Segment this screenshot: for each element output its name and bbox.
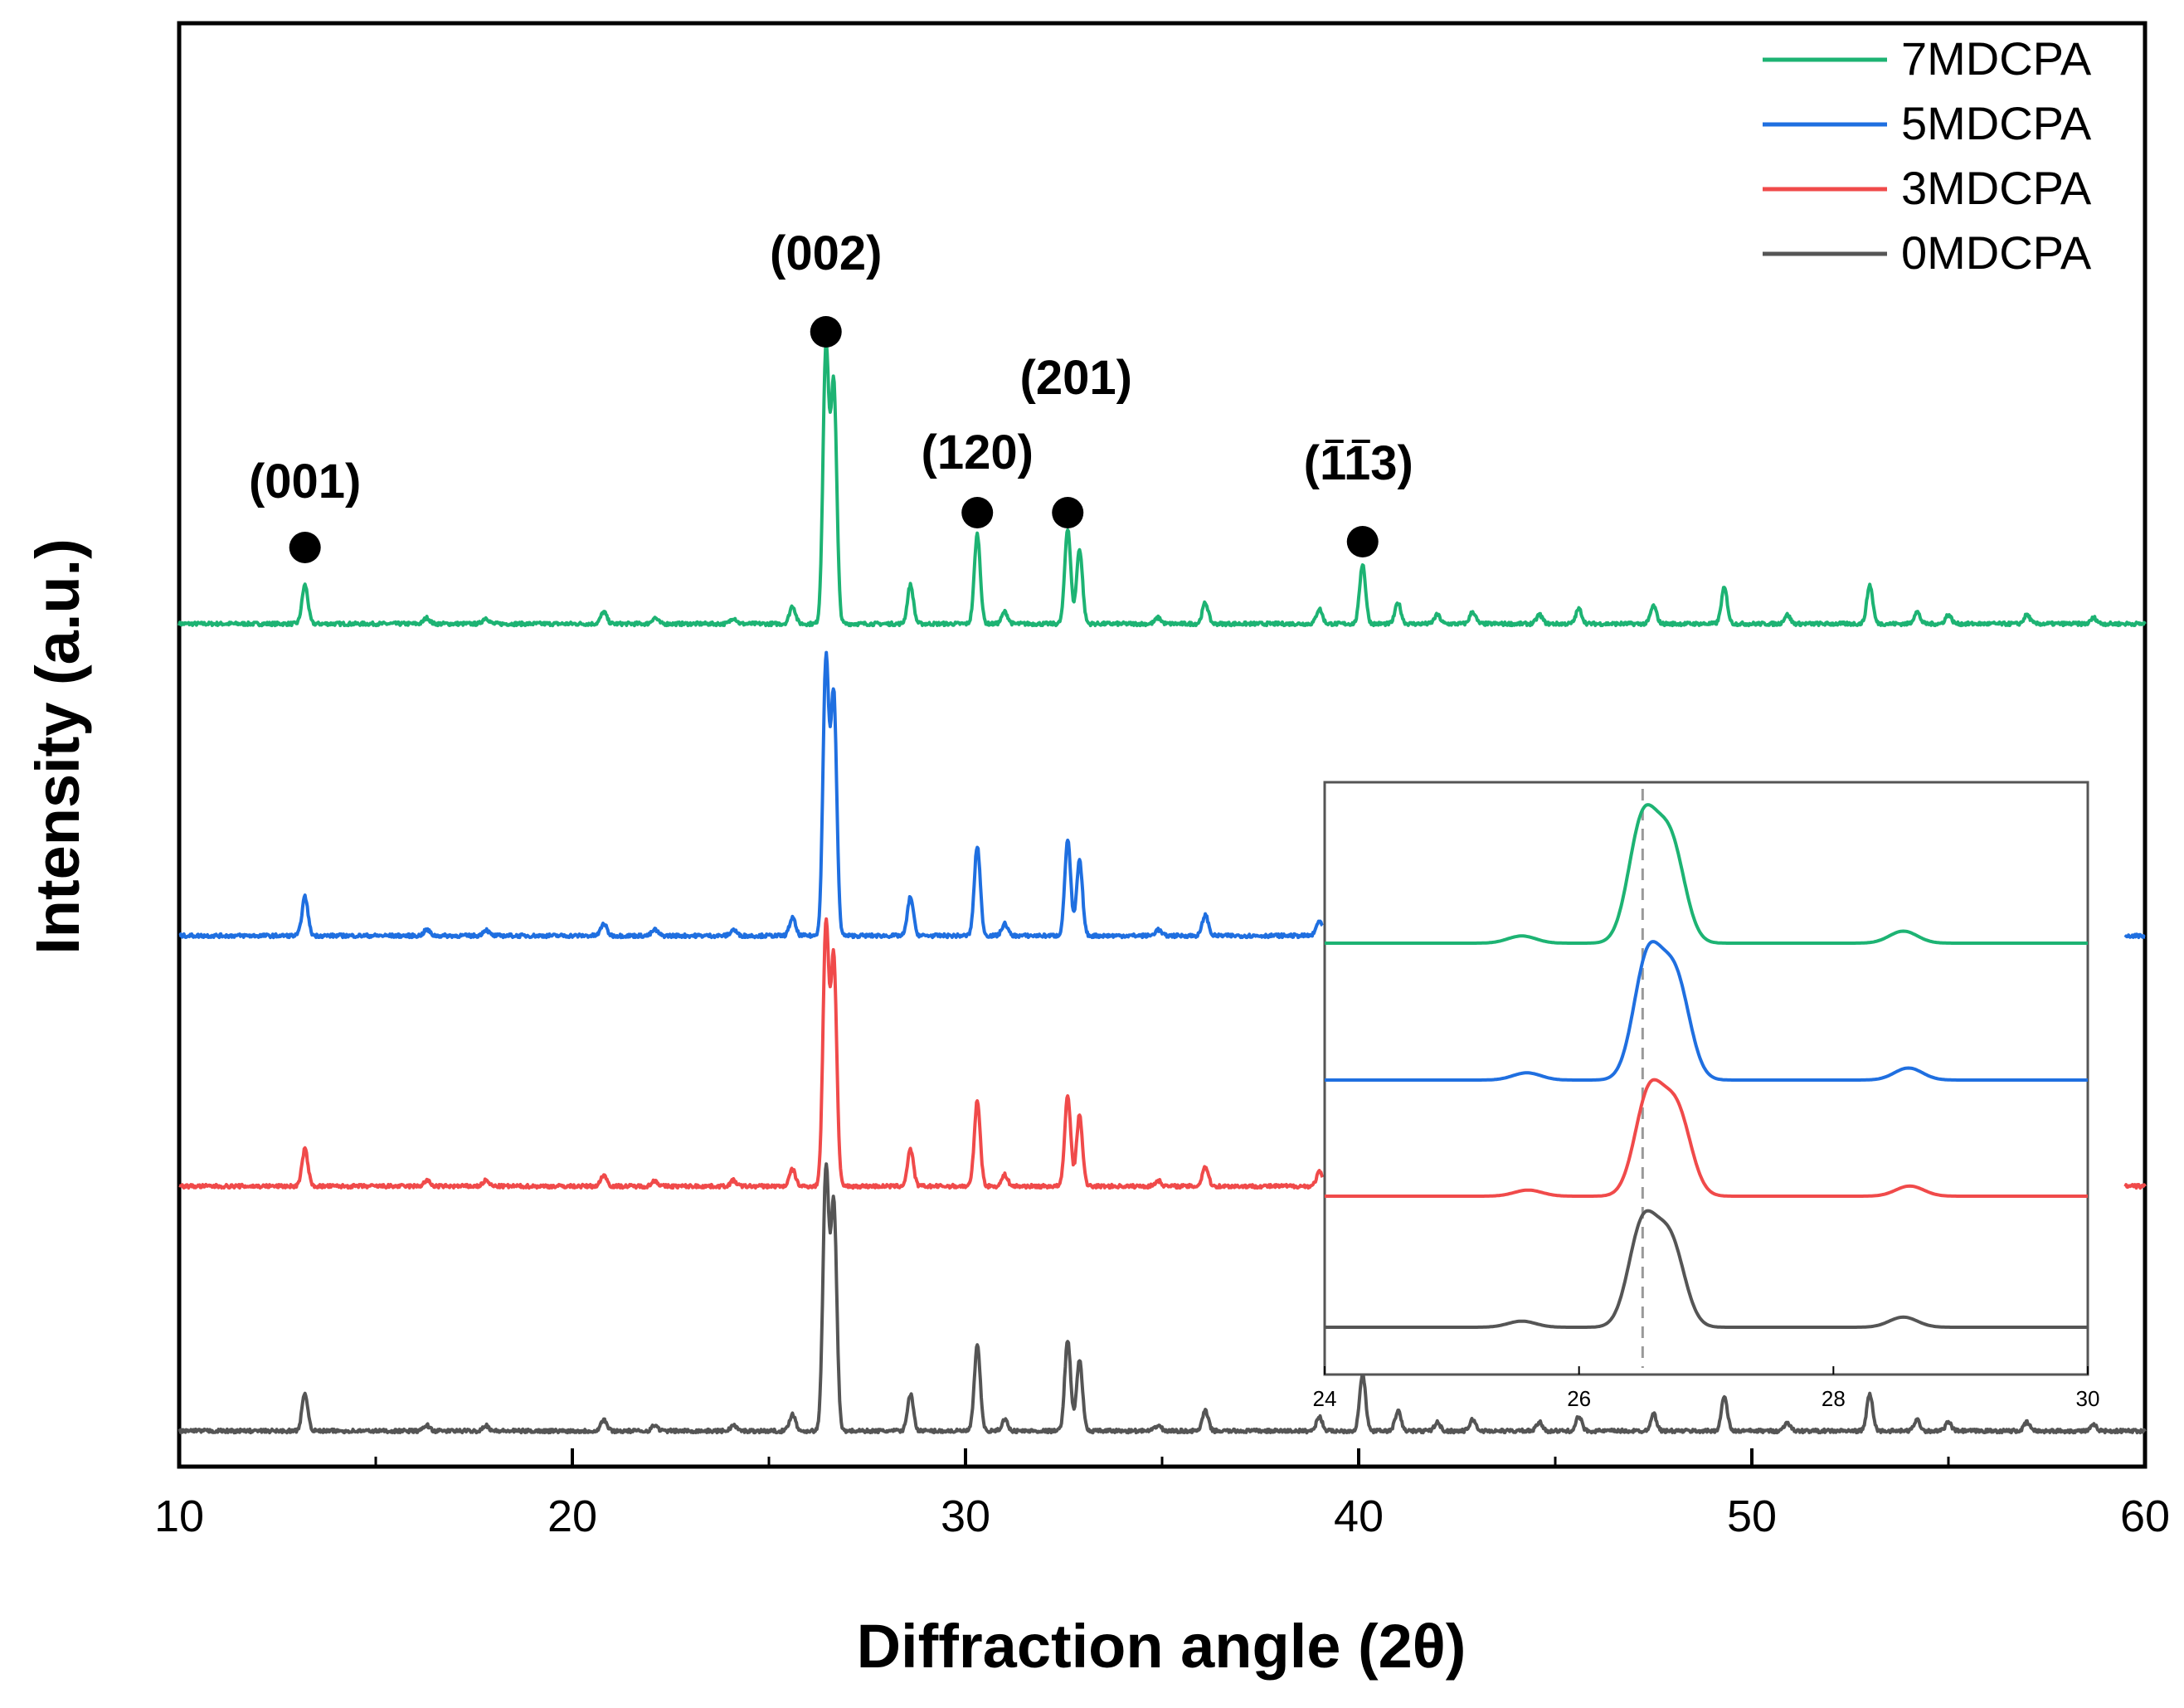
legend-label-7MDCPA: 7MDCPA	[1901, 32, 2092, 85]
inset-chart: 24 26 28 30	[1313, 781, 2100, 1411]
x-axis-title: Diffraction angle (2θ)	[857, 1612, 1467, 1681]
peak-marker-dot	[810, 316, 842, 348]
peak-marker-dot	[961, 497, 994, 528]
series-line-3MDCPA	[178, 917, 2147, 1190]
legend: 7MDCPA 5MDCPA 3MDCPA 0MDCPA	[1763, 32, 2092, 279]
peak-label: (001)	[249, 455, 361, 509]
x-tick-label: 30	[941, 1491, 990, 1541]
x-tick-label: 40	[1334, 1491, 1384, 1541]
inset-series-line-3MDCPA	[1325, 1078, 2088, 1198]
peak-marker-dot	[289, 532, 321, 563]
annotation-layer: (001) (002) (120) (201) (113)	[249, 226, 1413, 563]
x-tick-label: 20	[547, 1491, 597, 1541]
series-line-0MDCPA	[178, 1162, 2147, 1435]
inset-tick-label: 30	[2076, 1386, 2100, 1411]
inset-series-line-7MDCPA	[1325, 803, 2088, 945]
inset-tick-label: 24	[1313, 1386, 1337, 1411]
inset-series-line-5MDCPA	[1325, 940, 2088, 1082]
x-axis-ticks: 10 20 30 40 50 60	[154, 1448, 2170, 1541]
series-layer	[178, 339, 2147, 1435]
peak-label: (002)	[770, 226, 882, 280]
series-line-5MDCPA	[178, 650, 2147, 940]
peak-label: (113)	[1304, 436, 1413, 490]
inset-series-line-0MDCPA	[1325, 1209, 2088, 1329]
inset-tick-label: 28	[1822, 1386, 1846, 1411]
legend-label-0MDCPA: 0MDCPA	[1901, 226, 2092, 279]
x-tick-label: 60	[2120, 1491, 2170, 1541]
legend-label-3MDCPA: 3MDCPA	[1901, 162, 2092, 214]
peak-marker-dot	[1346, 526, 1379, 557]
legend-label-5MDCPA: 5MDCPA	[1901, 97, 2092, 149]
peak-label: (201)	[1020, 351, 1132, 405]
x-tick-label: 10	[154, 1491, 204, 1541]
peak-marker-dot	[1052, 497, 1084, 528]
peak-label: (120)	[922, 426, 1034, 479]
series-line-7MDCPA	[178, 339, 2147, 628]
y-axis-title: Intensity (a.u.)	[23, 538, 92, 955]
x-tick-label: 50	[1727, 1491, 1777, 1541]
inset-tick-label: 26	[1567, 1386, 1591, 1411]
